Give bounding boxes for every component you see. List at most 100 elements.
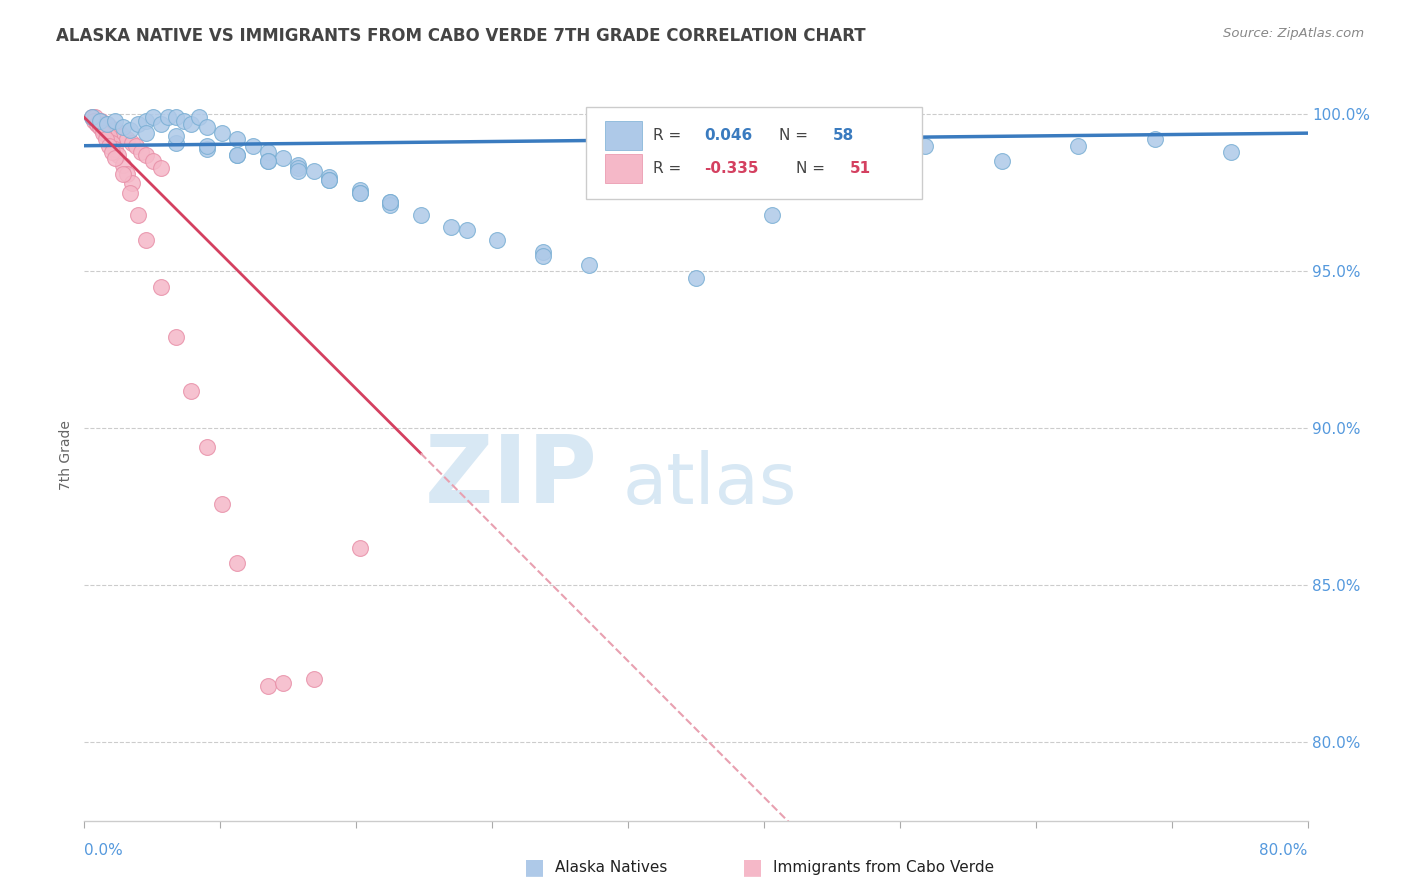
Y-axis label: 7th Grade: 7th Grade (59, 420, 73, 490)
Point (257, 679, 280, 693)
FancyBboxPatch shape (586, 108, 922, 199)
Text: atlas: atlas (623, 450, 797, 518)
Point (115, 132, 138, 146)
Point (149, 280, 172, 294)
Point (531, 249, 554, 263)
Point (129, 145, 152, 159)
Point (188, 111, 211, 125)
Point (318, 173, 340, 187)
Point (86, 117, 108, 131)
Point (104, 151, 127, 165)
Text: Source: ZipAtlas.com: Source: ZipAtlas.com (1223, 27, 1364, 40)
Point (302, 164, 325, 178)
Point (1220, 145, 1243, 159)
Point (89, 120, 111, 134)
Text: 80.0%: 80.0% (1260, 843, 1308, 857)
Point (84, 111, 107, 125)
Point (302, 673, 325, 687)
Point (173, 113, 195, 128)
Point (149, 161, 172, 175)
Point (1067, 138, 1090, 153)
Point (94, 126, 117, 140)
Point (86, 117, 108, 131)
Point (271, 675, 294, 690)
Point (349, 183, 371, 197)
Point (94, 132, 117, 146)
Point (127, 208, 149, 222)
Point (125, 138, 148, 153)
Text: R =: R = (654, 128, 686, 143)
Point (271, 151, 294, 165)
Point (195, 440, 218, 454)
Text: N =: N = (779, 128, 813, 143)
Point (101, 145, 124, 159)
Point (80, 111, 103, 125)
Text: 51: 51 (851, 161, 872, 176)
Point (195, 138, 218, 153)
Point (107, 148, 129, 162)
Point (104, 113, 127, 128)
Point (761, 208, 783, 222)
Point (914, 138, 936, 153)
Point (165, 330, 187, 344)
Text: 58: 58 (832, 128, 855, 143)
Point (226, 556, 249, 570)
Point (226, 148, 249, 162)
Point (91, 126, 114, 140)
Point (97, 138, 120, 153)
Point (80, 111, 103, 125)
Text: R =: R = (654, 161, 686, 176)
Point (226, 132, 249, 146)
Point (142, 154, 165, 169)
Text: N =: N = (796, 161, 830, 176)
Text: Immigrants from Cabo Verde: Immigrants from Cabo Verde (773, 860, 994, 874)
Text: ■: ■ (742, 857, 762, 877)
Point (90, 113, 112, 128)
Point (685, 270, 707, 285)
Point (89, 113, 111, 128)
Point (380, 195, 402, 210)
Point (115, 167, 138, 181)
Point (111, 167, 134, 181)
Point (180, 117, 202, 131)
Point (578, 258, 600, 272)
Point (89, 120, 111, 134)
Point (257, 145, 280, 159)
Point (380, 198, 402, 212)
Point (287, 164, 309, 178)
Point (108, 126, 131, 140)
Point (1143, 132, 1166, 146)
Point (149, 117, 172, 131)
Point (318, 170, 340, 185)
Point (87, 113, 110, 128)
FancyBboxPatch shape (606, 120, 643, 150)
Point (349, 186, 371, 200)
FancyBboxPatch shape (606, 153, 643, 183)
Point (165, 136, 187, 150)
Point (242, 138, 264, 153)
Point (287, 161, 309, 175)
Point (121, 136, 143, 150)
Text: ALASKA NATIVE VS IMMIGRANTS FROM CABO VERDE 7TH GRADE CORRELATION CHART: ALASKA NATIVE VS IMMIGRANTS FROM CABO VE… (56, 27, 866, 45)
Point (157, 111, 180, 125)
Point (103, 123, 125, 137)
Point (409, 208, 432, 222)
Point (101, 136, 124, 150)
Point (380, 195, 402, 210)
Point (456, 223, 478, 237)
Point (96, 117, 118, 131)
Point (349, 186, 371, 200)
Point (142, 111, 165, 125)
Point (97, 129, 120, 144)
Point (111, 120, 134, 134)
Point (211, 497, 233, 511)
Text: 0.0%: 0.0% (84, 843, 124, 857)
Point (211, 126, 233, 140)
Point (135, 126, 157, 140)
Point (287, 157, 309, 171)
Point (104, 142, 127, 156)
Point (105, 123, 128, 137)
Text: ZIP: ZIP (425, 431, 598, 523)
Point (127, 117, 149, 131)
Text: -0.335: -0.335 (704, 161, 759, 176)
